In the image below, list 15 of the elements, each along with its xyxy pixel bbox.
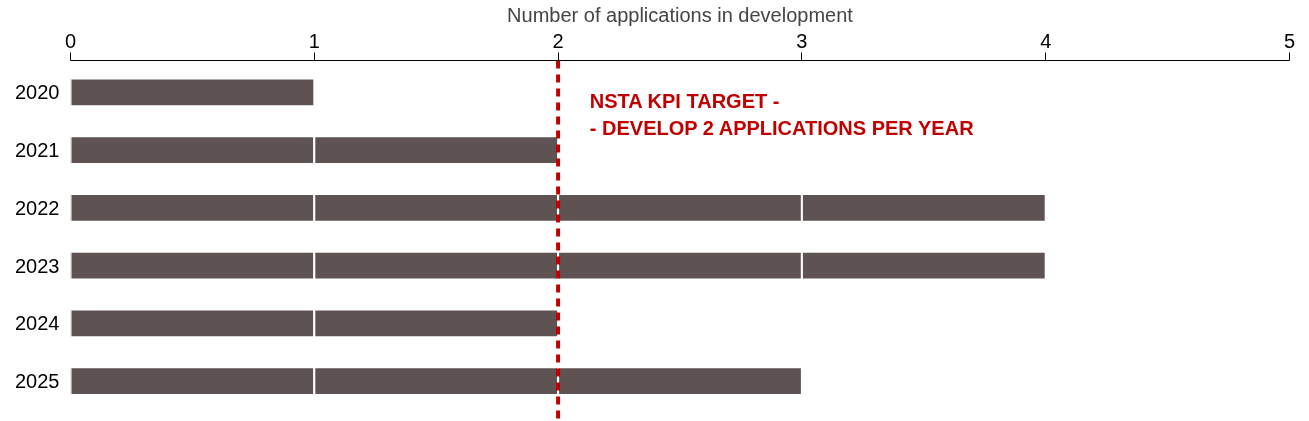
x-axis-title: Number of applications in development — [507, 3, 854, 26]
x-tick-label: 4 — [1040, 29, 1052, 52]
x-tick-label: 3 — [796, 29, 808, 52]
y-tick-label: 2021 — [15, 139, 60, 162]
y-tick-label: 2025 — [15, 370, 60, 393]
x-tick-label: 1 — [308, 29, 320, 52]
y-tick-label: 2024 — [15, 312, 60, 335]
x-tick-label: 0 — [64, 29, 77, 52]
y-tick-label: 2023 — [15, 254, 60, 277]
bar — [70, 77, 316, 108]
x-tick-label: 2 — [552, 29, 564, 52]
x-tick-label: 5 — [1283, 29, 1296, 52]
y-tick-label: 2020 — [15, 81, 60, 104]
ref-line-label: NSTA KPI TARGET - - DEVELOP 2 APPLICATIONS PER YEAR — [589, 89, 975, 140]
y-tick-label: 2022 — [15, 196, 60, 219]
